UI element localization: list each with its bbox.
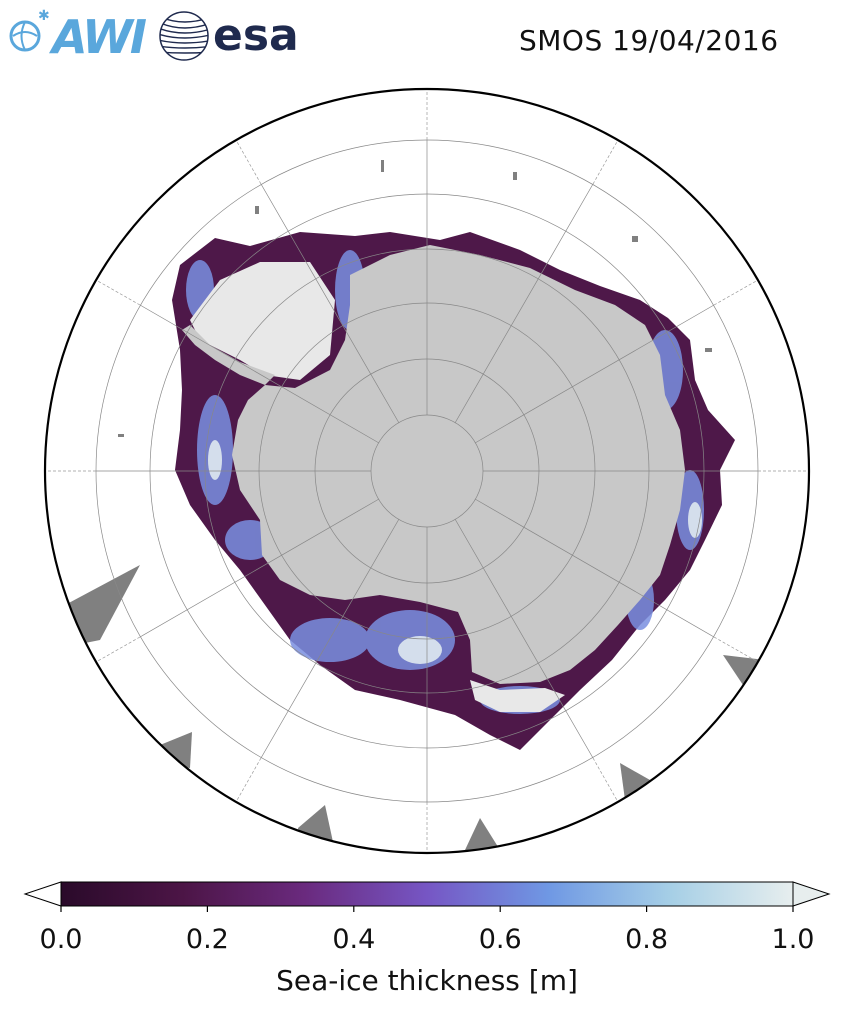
colorbar-tick-label: 0.0 [39,924,83,955]
colorbar-tick-label: 0.8 [625,924,669,955]
ross-ice-shelf [470,680,565,712]
antarctica-continent [232,245,685,684]
map-boundary [43,87,811,855]
awi-logo-text: AWI [52,10,147,64]
antarctic-peninsula [182,325,275,385]
land-patch-5 [723,655,765,688]
svg-text:✱: ✱ [38,8,50,24]
colorbar-label: Sea-ice thickness [m] [276,964,578,997]
weddell-ice-shelf [190,262,335,380]
esa-logo-icon [159,11,209,61]
colorbar-tick-label: 1.0 [771,924,815,955]
polar-map [43,87,811,855]
map-title: SMOS 19/04/2016 [519,24,779,57]
colorbar-tick-label: 0.2 [185,924,229,955]
land-patch-3 [465,818,500,850]
colorbar-gradient [60,881,794,907]
meridians-dashed [45,89,809,853]
colorbar-tick-label: 0.4 [332,924,376,955]
island-2 [513,172,517,180]
colorbar-extend-max [792,881,831,907]
island-3 [632,236,638,242]
colorbar-ticks [60,906,794,912]
meridians [96,140,758,802]
colorbar-extend-min [23,881,62,907]
logo-area: ✱ AWI esa [8,6,308,66]
colorbar-tick-label: 0.6 [478,924,522,955]
colorbar [23,881,831,912]
island-6 [118,434,124,437]
esa-logo-text: esa [213,10,299,61]
awi-logo-icon: ✱ [9,8,50,52]
island-4 [255,206,259,214]
island-1 [381,160,384,172]
land-patch-4 [620,763,650,800]
south-america-tip [65,565,140,645]
island-5 [705,348,712,352]
